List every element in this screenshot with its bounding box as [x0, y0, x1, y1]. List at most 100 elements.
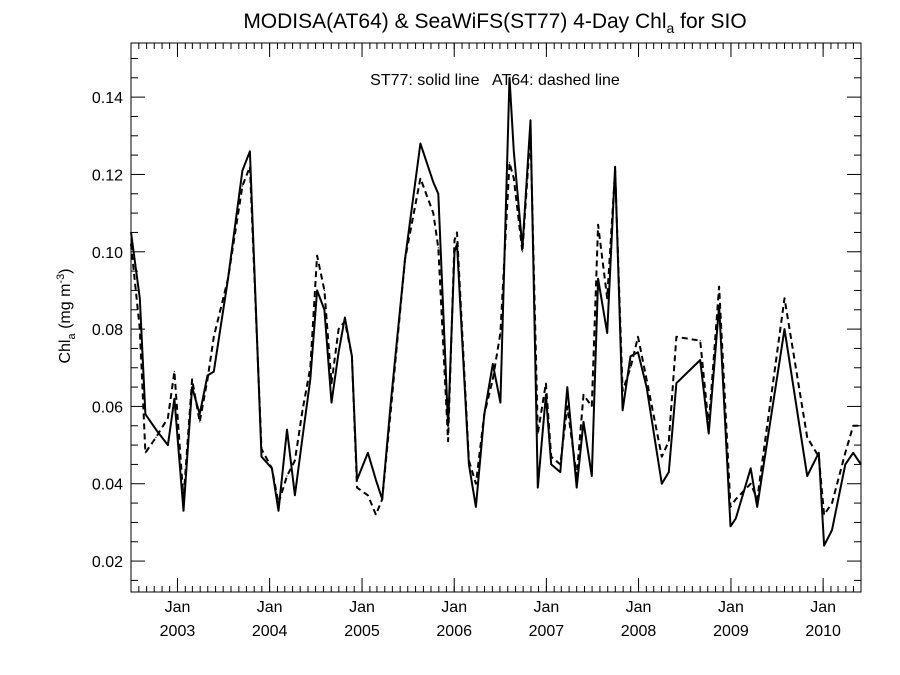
data-point-st77	[167, 444, 169, 446]
data-point-st77	[437, 193, 439, 195]
data-point-at64	[453, 239, 456, 241]
data-point-at64	[566, 405, 568, 407]
data-point-at64	[356, 487, 358, 489]
data-point-st77	[831, 529, 833, 531]
data-point-st77	[367, 452, 369, 454]
data-point-at64	[708, 425, 710, 427]
data-point-st77	[513, 150, 515, 152]
data-point-at64	[167, 417, 169, 419]
data-point-at64	[513, 177, 515, 179]
data-point-st77	[260, 456, 263, 458]
data-point-st77	[756, 506, 758, 508]
y-tick-label: 0.10	[92, 245, 123, 262]
data-point-st77	[286, 429, 288, 431]
data-point-at64	[499, 332, 501, 334]
data-point-at64	[316, 255, 318, 257]
data-point-at64	[213, 336, 215, 338]
data-point-at64	[404, 258, 406, 261]
data-point-st77	[699, 359, 701, 361]
data-point-at64	[432, 212, 434, 214]
data-point-at64	[675, 336, 678, 338]
data-point-at64	[576, 475, 578, 477]
data-point-st77	[241, 170, 243, 172]
x-tick-label-year: 2008	[621, 623, 657, 640]
data-point-at64	[806, 436, 808, 438]
data-point-st77	[213, 371, 215, 373]
data-point-at64	[735, 498, 737, 500]
data-point-st77	[139, 297, 141, 299]
data-point-at64	[309, 367, 311, 369]
data-point-st77	[622, 409, 624, 411]
data-point-at64	[367, 494, 369, 496]
data-point-st77	[182, 510, 185, 512]
data-point-at64	[597, 224, 599, 226]
data-point-st77	[559, 471, 561, 473]
data-point-st77	[249, 150, 251, 152]
data-point-st77	[344, 316, 346, 319]
data-point-st77	[537, 487, 539, 489]
data-point-at64	[529, 131, 532, 133]
data-point-at64	[508, 162, 511, 164]
data-point-st77	[852, 452, 854, 454]
data-point-at64	[718, 286, 720, 288]
data-point-st77	[783, 328, 786, 330]
data-point-at64	[241, 185, 243, 187]
data-point-st77	[330, 402, 333, 404]
data-point-at64	[629, 367, 632, 369]
data-point-st77	[818, 452, 820, 454]
data-series	[130, 76, 862, 547]
y-tick-label: 0.02	[92, 554, 123, 571]
data-point-at64	[155, 436, 157, 438]
data-point-at64	[823, 514, 825, 516]
data-point-st77	[550, 463, 552, 465]
data-point-st77	[294, 494, 296, 496]
x-tick-label-month: Jan	[165, 599, 191, 616]
data-point-at64	[622, 390, 624, 392]
data-point-st77	[155, 429, 157, 431]
data-point-at64	[286, 475, 288, 477]
y-tick-label: 0.08	[92, 322, 123, 339]
data-point-at64	[437, 247, 439, 249]
x-tick-label-year: 2004	[252, 623, 288, 640]
x-tick-label-month: Jan	[626, 599, 652, 616]
x-tick-label-year: 2005	[344, 623, 380, 640]
x-tick-label-month: Jan	[810, 599, 836, 616]
data-point-at64	[139, 328, 141, 330]
data-point-st77	[309, 378, 311, 380]
data-point-at64	[582, 394, 585, 396]
y-tick-label: 0.14	[92, 90, 123, 107]
data-point-st77	[301, 436, 304, 438]
data-point-at64	[852, 425, 854, 427]
data-point-at64	[277, 502, 280, 504]
data-point-st77	[499, 402, 501, 404]
data-point-st77	[475, 506, 477, 508]
data-point-at64	[182, 498, 185, 500]
data-point-st77	[729, 525, 732, 527]
data-point-at64	[661, 456, 663, 458]
data-point-at64	[375, 514, 377, 516]
data-point-at64	[591, 405, 593, 407]
data-point-st77	[173, 398, 175, 400]
x-tick-label-month: Jan	[257, 599, 283, 616]
axes: 0.02 0.04 0.06 0.08 0.10 0.12 0.14 Jan 2003 Jan 20…	[92, 43, 861, 640]
data-point-st77	[591, 475, 593, 477]
data-point-at64	[729, 506, 732, 508]
data-point-st77	[597, 278, 599, 280]
data-point-st77	[316, 289, 318, 291]
y-tick-label: 0.12	[92, 167, 123, 184]
data-point-at64	[323, 289, 325, 291]
y-axis-label: Chla (mg m-3)	[55, 268, 78, 363]
x-tick-label-month: Jan	[349, 599, 375, 616]
data-point-st77	[735, 517, 737, 520]
data-point-at64	[351, 355, 353, 357]
data-point-st77	[614, 166, 616, 168]
data-point-at64	[191, 378, 193, 380]
data-point-st77	[750, 467, 752, 469]
data-point-at64	[456, 231, 458, 233]
series-line-st77	[130, 76, 862, 547]
x-tick-label-year: 2009	[713, 623, 749, 640]
data-point-at64	[545, 382, 547, 384]
x-tick-label-year: 2007	[529, 623, 565, 640]
x-tick-label-year: 2003	[160, 623, 196, 640]
data-point-at64	[699, 340, 701, 342]
